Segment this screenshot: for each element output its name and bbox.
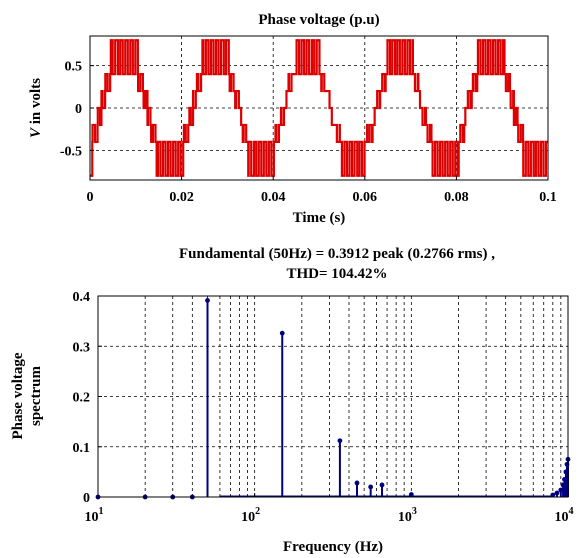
spectrum-stem-marker	[337, 438, 343, 444]
spectrum-xtick-label: 101	[85, 506, 104, 525]
voltage-series-line	[90, 39, 548, 177]
spectrum-xtick-label: 102	[241, 506, 260, 525]
spectrum-stem-marker	[205, 298, 210, 303]
spectrum-ytick-label: 0.2	[73, 391, 91, 406]
voltage-xtick-label: 0.08	[444, 190, 469, 205]
spectrum-title-line2: THD= 104.42%	[286, 266, 387, 282]
spectrum-xtick-label: 103	[398, 506, 417, 525]
voltage-xtick-label: 0.1	[539, 190, 557, 205]
spectrum-stem-marker	[368, 484, 374, 490]
voltage-ytick-label: 0.5	[65, 60, 83, 75]
voltage-plot-title: Phase voltage (p.u)	[258, 12, 379, 28]
spectrum-ytick-label: 0.1	[73, 441, 91, 456]
voltage-waveform	[90, 39, 548, 177]
voltage-ytick-label: -0.5	[60, 144, 82, 159]
spectrum-ytick-label: 0	[83, 491, 90, 506]
voltage-ticks: 0 0.02 0.04 0.06 0.08 0.1 0.5 0 -0.5	[60, 60, 557, 205]
spectrum-ytick-label: 0.3	[73, 340, 91, 355]
spectrum-stem-marker	[379, 482, 385, 488]
spectrum-stems	[95, 298, 571, 500]
voltage-xtick-label: 0.02	[169, 190, 194, 205]
voltage-ylabel-unit: in volts	[28, 78, 44, 128]
spectrum-stem-marker	[558, 487, 564, 493]
spectrum-xlabel: Frequency (Hz)	[283, 539, 383, 555]
voltage-ylabel: V in volts	[28, 78, 44, 138]
spectrum-stem-marker	[550, 492, 556, 498]
voltage-xtick-label: 0.06	[353, 190, 378, 205]
voltage-xlabel: Time (s)	[293, 210, 346, 226]
voltage-ytick-label: 0	[75, 102, 82, 117]
voltage-xtick-label: 0.04	[261, 190, 286, 205]
voltage-plot: Phase voltage (p.u) 0 0.02 0.04 0.06 0.08 0.1…	[28, 12, 557, 226]
voltage-ylabel-var: V	[28, 126, 44, 138]
spectrum-stem-marker	[279, 330, 285, 336]
voltage-xtick-label: 0	[87, 190, 94, 205]
spectrum-ylabel-line1: Phase voltage	[10, 352, 26, 439]
spectrum-ylabel-line2: spectrum	[28, 366, 44, 426]
spectrum-ytick-label: 0.4	[73, 290, 91, 305]
spectrum-title-line1: Fundamental (50Hz) = 0.3912 peak (0.2766…	[179, 246, 495, 262]
spectrum-plot: Fundamental (50Hz) = 0.3912 peak (0.2766…	[10, 246, 574, 555]
spectrum-stem-marker	[554, 490, 560, 496]
spectrum-stem-marker	[354, 480, 360, 486]
spectrum-xtick-label: 104	[555, 506, 574, 525]
spectrum-ticks: 0 0.1 0.2 0.3 0.4 101 102 103 104	[73, 290, 574, 525]
spectrum-grid	[98, 296, 568, 497]
